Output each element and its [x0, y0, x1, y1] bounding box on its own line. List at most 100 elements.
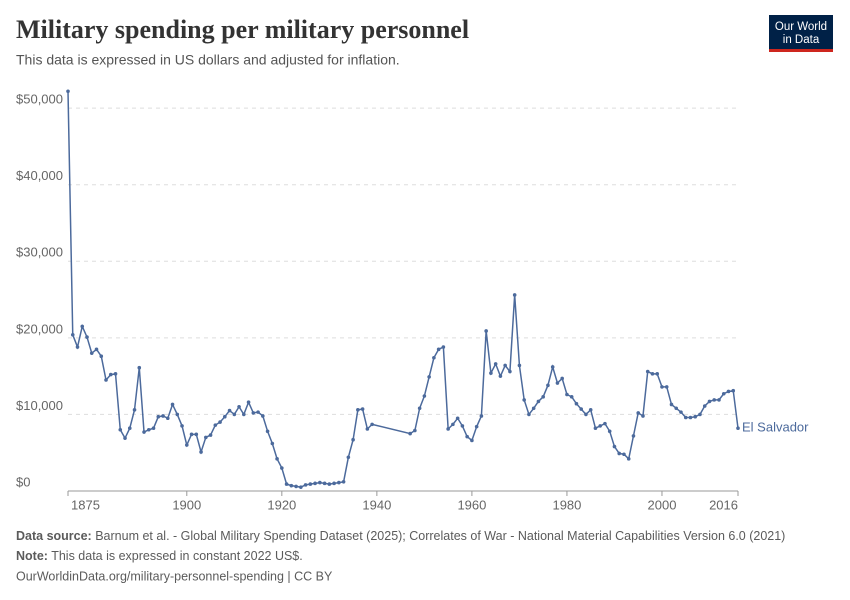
- data-point: [289, 483, 294, 488]
- data-point: [94, 347, 99, 352]
- data-point: [569, 395, 574, 399]
- data-point: [465, 434, 469, 439]
- data-point: [199, 450, 203, 454]
- data-point: [165, 416, 170, 421]
- data-point: [726, 389, 731, 394]
- data-point: [669, 402, 674, 407]
- y-tick-label: $10,000: [16, 398, 63, 413]
- data-point: [127, 426, 132, 431]
- data-point: [413, 428, 417, 433]
- data-point: [180, 424, 184, 428]
- y-tick-label: $30,000: [16, 245, 63, 260]
- data-point: [674, 406, 679, 411]
- data-point: [303, 483, 308, 487]
- data-point: [161, 414, 165, 418]
- url[interactable]: OurWorldinData.org/military-personnel-sp…: [16, 569, 333, 583]
- logo[interactable]: Our World in Data: [769, 15, 833, 52]
- data-point: [113, 372, 118, 376]
- data-point: [584, 412, 588, 417]
- data-point: [341, 480, 346, 484]
- data-point: [299, 485, 303, 489]
- data-point: [280, 466, 284, 470]
- data-point: [560, 376, 564, 381]
- note-text: This data is expressed in constant 2022 …: [51, 549, 303, 563]
- data-point: [626, 457, 631, 461]
- data-point: [123, 436, 127, 440]
- data-point: [683, 415, 688, 420]
- data-point: [522, 398, 526, 402]
- data-point: [617, 451, 622, 456]
- data-point: [588, 408, 593, 412]
- data-point: [189, 432, 194, 437]
- data-point: [89, 351, 94, 355]
- data-point: [237, 404, 241, 409]
- data-point: [85, 335, 89, 339]
- data-point: [294, 484, 298, 489]
- data-point: [721, 391, 726, 396]
- data-point: [227, 408, 232, 413]
- data-point: [327, 482, 332, 486]
- data-point: [80, 324, 85, 329]
- x-tick-label: 2000: [648, 497, 677, 512]
- data-point: [470, 438, 474, 443]
- x-tick-label: 1980: [552, 497, 581, 512]
- data-point: [527, 412, 531, 417]
- data-point: [184, 443, 189, 447]
- data-point: [151, 426, 156, 431]
- x-tick-label: 2016: [709, 497, 738, 512]
- data-point: [679, 410, 683, 414]
- data-point: [536, 399, 541, 404]
- data-point: [451, 422, 455, 427]
- data-point: [650, 372, 655, 376]
- data-point: [598, 424, 602, 428]
- data-point: [223, 414, 227, 419]
- data-point: [555, 381, 560, 385]
- series-label: El Salvador: [742, 420, 809, 435]
- data-point: [256, 410, 260, 414]
- data-point: [332, 481, 336, 486]
- data-point: [479, 414, 484, 418]
- source: Data source: Barnum et al. - Global Mili…: [16, 529, 785, 543]
- data-point: [132, 408, 137, 412]
- data-point: [313, 481, 317, 486]
- data-point: [365, 427, 370, 431]
- data-point: [655, 372, 660, 376]
- data-point: [75, 345, 80, 349]
- data-point: [318, 480, 322, 485]
- data-point: [275, 457, 279, 461]
- data-point: [702, 404, 707, 408]
- data-point: [146, 427, 151, 432]
- series-line: [67, 91, 739, 488]
- data-point: [204, 435, 208, 440]
- data-point: [218, 420, 222, 424]
- data-point: [360, 407, 365, 411]
- data-point: [531, 406, 536, 411]
- data-point: [108, 372, 113, 377]
- data-point: [432, 355, 436, 360]
- x-tick-label: 1960: [457, 497, 486, 512]
- data-point: [270, 441, 275, 446]
- data-point: [346, 455, 351, 460]
- logo-box: [769, 15, 833, 50]
- data-point: [66, 89, 70, 94]
- data-point: [261, 414, 265, 418]
- data-point: [508, 369, 512, 374]
- data-point: [208, 433, 213, 437]
- data-point: [370, 422, 374, 427]
- data-point: [118, 427, 123, 432]
- data-point: [484, 329, 488, 333]
- note: Note: This data is expressed in constant…: [16, 549, 303, 563]
- data-point: [550, 365, 555, 369]
- data-point: [693, 414, 698, 419]
- data-point: [337, 480, 341, 485]
- y-tick-label: $50,000: [16, 92, 63, 107]
- data-point: [593, 426, 598, 431]
- data-point: [351, 437, 355, 442]
- data-point: [688, 415, 693, 420]
- data-point: [460, 424, 465, 428]
- data-point: [574, 401, 579, 406]
- data-point: [251, 411, 256, 415]
- data-point: [493, 362, 498, 366]
- data-point: [546, 383, 550, 388]
